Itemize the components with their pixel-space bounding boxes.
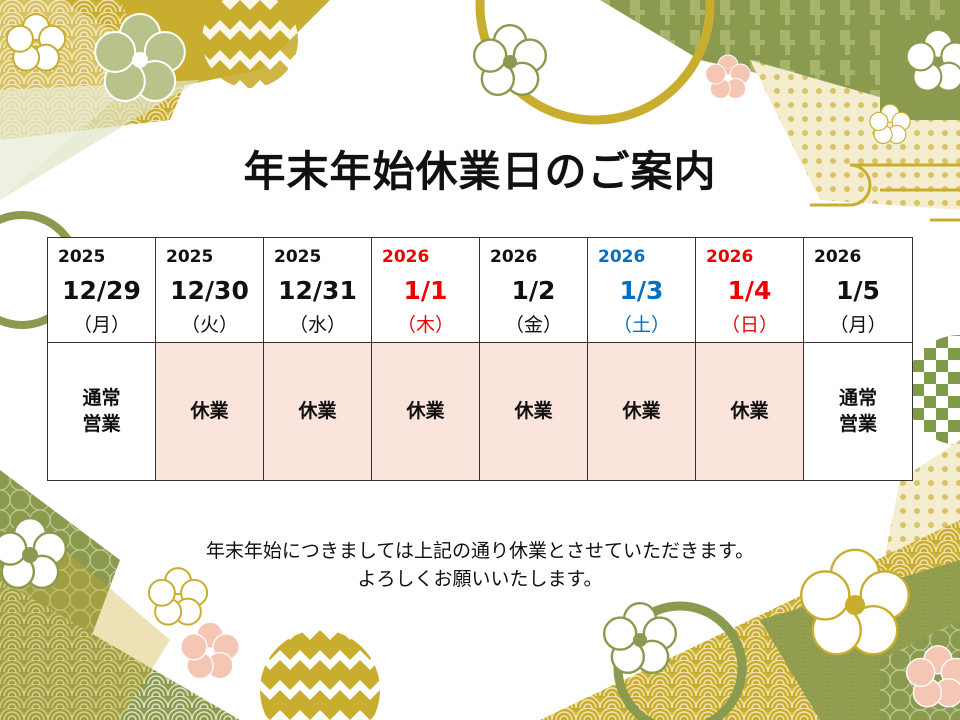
status-label: 休業 (622, 399, 661, 422)
year-label: 2025 (274, 247, 322, 267)
status-closed-cell: 休業 (372, 343, 480, 480)
year-label: 2026 (598, 247, 646, 267)
date-label: 1/5 (836, 276, 880, 305)
status-label: 休業 (406, 399, 445, 422)
notice-line-1: 年末年始につきましては上記の通り休業とさせていただきます。 (205, 540, 755, 562)
date-label: 1/1 (403, 276, 448, 305)
status-label: 休業 (298, 399, 337, 422)
day-header-cell: 2025 12/31 （水） (264, 238, 372, 343)
year-label: 2025 (58, 247, 106, 267)
day-header-cell: 2026 1/2 （金） (480, 238, 588, 343)
weekday-label: （水） (288, 314, 346, 336)
year-label: 2026 (382, 247, 430, 267)
status-closed-cell: 休業 (696, 343, 804, 480)
weekday-label: （木） (396, 314, 454, 336)
date-label: 1/2 (511, 276, 556, 305)
status-closed-cell: 休業 (588, 343, 696, 480)
weekday-label: （月） (829, 314, 887, 336)
status-open-cell: 通常 営業 (48, 343, 156, 480)
day-header-cell: 2026 1/1 （木） (372, 238, 480, 343)
day-header-cell: 2026 1/5 （月） (804, 238, 912, 343)
year-label: 2026 (490, 247, 538, 267)
status-label: 通常 営業 (838, 386, 877, 435)
date-label: 12/29 (62, 276, 141, 305)
year-label: 2026 (706, 247, 754, 267)
year-label: 2025 (166, 247, 214, 267)
page-title: 年末年始休業日のご案内 (243, 147, 717, 196)
status-closed-cell: 休業 (264, 343, 372, 480)
date-label: 12/30 (170, 276, 249, 305)
day-header-cell: 2026 1/4 （日） (696, 238, 804, 343)
weekday-label: （火） (180, 314, 238, 336)
year-label: 2026 (814, 247, 862, 267)
notice-line-2: よろしくお願いいたします。 (357, 568, 603, 590)
status-closed-cell: 休業 (480, 343, 588, 480)
weekday-label: （土） (612, 314, 670, 336)
day-header-cell: 2025 12/29 （月） (48, 238, 156, 343)
status-label: 休業 (514, 399, 553, 422)
status-label: 休業 (190, 399, 229, 422)
status-open-cell: 通常 営業 (804, 343, 912, 480)
status-label: 休業 (730, 399, 769, 422)
day-header-cell: 2025 12/30 （火） (156, 238, 264, 343)
weekday-label: （月） (72, 314, 130, 336)
date-label: 1/4 (727, 276, 772, 305)
status-label: 通常 営業 (82, 386, 121, 435)
weekday-label: （日） (720, 314, 778, 336)
holiday-calendar-table: 2025 12/29 （月） 2025 12/30 （火） 2025 12/31 （水） 2026… (47, 237, 913, 481)
date-label: 1/3 (619, 276, 664, 305)
status-closed-cell: 休業 (156, 343, 264, 480)
date-label: 12/31 (278, 276, 357, 305)
weekday-label: （金） (504, 314, 562, 336)
notice-message: 年末年始につきましては上記の通り休業とさせていただきます。 よろしくお願いいたし… (0, 537, 960, 593)
day-header-cell: 2026 1/3 （土） (588, 238, 696, 343)
